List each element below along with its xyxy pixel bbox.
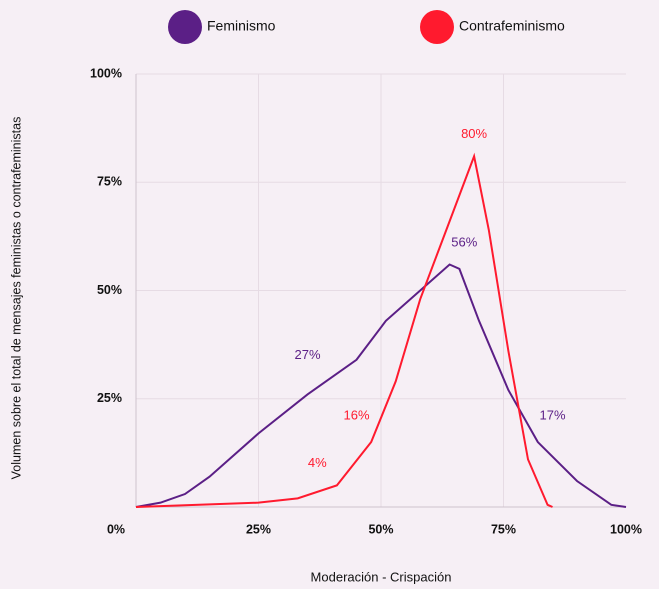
y-axis-label: Volumen sobre el total de mensajes femin…	[9, 117, 23, 480]
annotation: 17%	[539, 408, 565, 423]
y-tick-label: 50%	[97, 283, 122, 297]
x-tick-label: 50%	[368, 522, 393, 536]
y-tick-label: 25%	[97, 391, 122, 405]
x-tick-label: 75%	[491, 522, 516, 536]
annotation: 56%	[451, 234, 477, 249]
x-axis-label: Moderación - Crispación	[311, 569, 452, 584]
y-tick-label: 0%	[107, 522, 125, 536]
legend-swatch	[168, 10, 202, 44]
annotation: 27%	[294, 347, 320, 362]
x-tick-label: 25%	[246, 522, 271, 536]
annotation: 16%	[343, 408, 369, 423]
annotation: 80%	[461, 126, 487, 141]
line	[135, 263, 627, 508]
x-tick-label: 100%	[610, 522, 642, 536]
legend-label: Feminismo	[207, 18, 276, 34]
line	[135, 152, 553, 508]
annotation: 4%	[308, 455, 327, 470]
legend-label: Contrafeminismo	[459, 18, 565, 34]
y-tick-label: 75%	[97, 175, 122, 189]
y-tick-label: 100%	[90, 66, 122, 80]
legend-swatch	[420, 10, 454, 44]
